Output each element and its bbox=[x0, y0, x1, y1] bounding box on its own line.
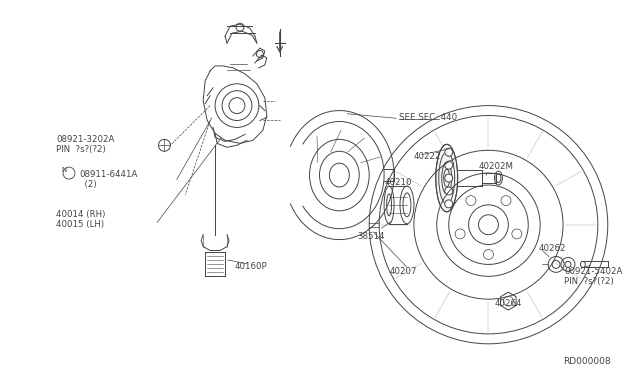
Text: PIN  ?s?(?2): PIN ?s?(?2) bbox=[56, 145, 106, 154]
Circle shape bbox=[159, 140, 170, 151]
Text: 40160P: 40160P bbox=[235, 262, 268, 272]
Circle shape bbox=[445, 148, 452, 156]
Text: RD000008: RD000008 bbox=[563, 357, 611, 366]
Text: SEE SEC. 440: SEE SEC. 440 bbox=[399, 113, 457, 122]
Text: 40015 (LH): 40015 (LH) bbox=[56, 220, 104, 229]
Text: (2): (2) bbox=[79, 180, 97, 189]
Text: 40210: 40210 bbox=[384, 178, 412, 187]
Ellipse shape bbox=[436, 144, 458, 212]
Circle shape bbox=[445, 187, 452, 195]
Text: 40014 (RH): 40014 (RH) bbox=[56, 210, 106, 219]
Text: 40222: 40222 bbox=[414, 152, 442, 161]
Text: PIN  ?s?(?2): PIN ?s?(?2) bbox=[564, 277, 614, 286]
Text: N: N bbox=[61, 167, 67, 173]
Text: 40202M: 40202M bbox=[479, 162, 513, 171]
Text: 38514: 38514 bbox=[357, 232, 385, 241]
Text: 40264: 40264 bbox=[495, 299, 522, 308]
Text: 08921-3202A: 08921-3202A bbox=[56, 135, 115, 144]
Circle shape bbox=[445, 200, 452, 208]
Circle shape bbox=[445, 174, 452, 182]
Text: 40207: 40207 bbox=[389, 267, 417, 276]
Text: 40262: 40262 bbox=[538, 244, 566, 253]
Text: 00921-5402A: 00921-5402A bbox=[564, 267, 623, 276]
Text: 08911-6441A: 08911-6441A bbox=[79, 170, 138, 179]
Circle shape bbox=[445, 161, 452, 169]
